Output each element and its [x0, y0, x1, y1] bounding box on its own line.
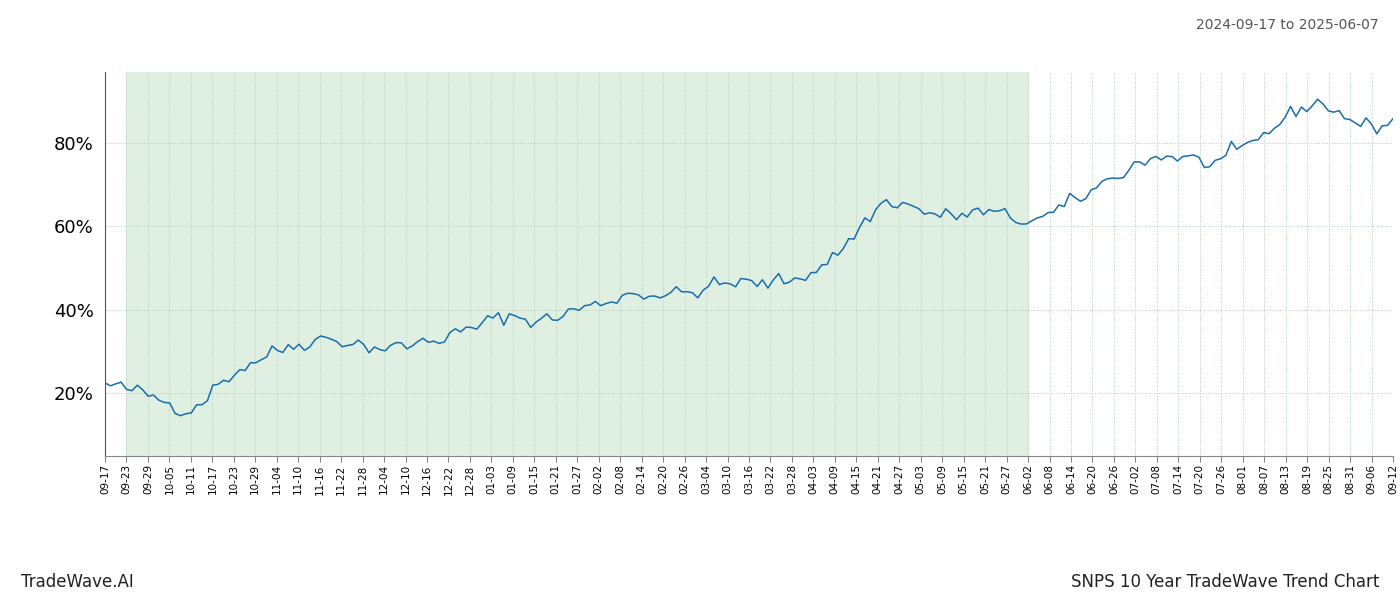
Bar	[126, 72, 1028, 456]
Text: 2024-09-17 to 2025-06-07: 2024-09-17 to 2025-06-07	[1197, 18, 1379, 32]
Text: TradeWave.AI: TradeWave.AI	[21, 573, 134, 591]
Text: SNPS 10 Year TradeWave Trend Chart: SNPS 10 Year TradeWave Trend Chart	[1071, 573, 1379, 591]
